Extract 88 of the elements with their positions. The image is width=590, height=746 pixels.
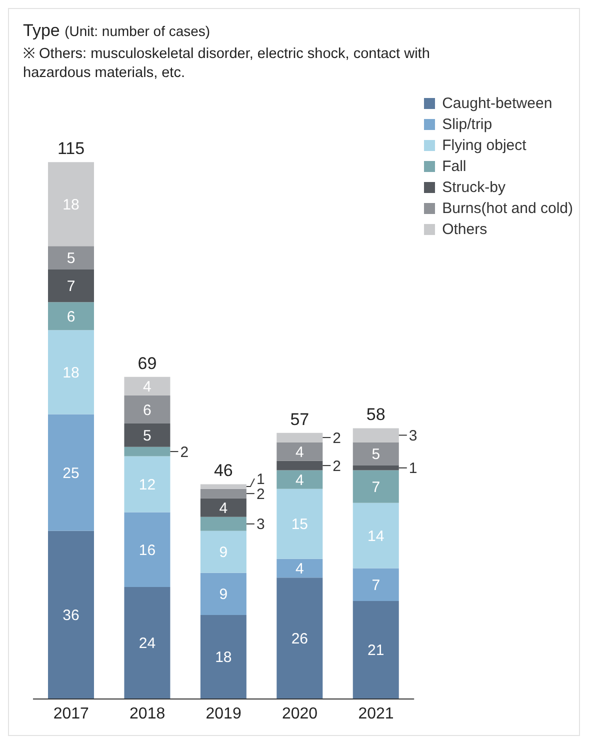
bar	[200, 572, 246, 615]
legend-label: Fall	[442, 158, 466, 175]
data-label: 15	[291, 516, 308, 534]
bar	[124, 456, 170, 512]
legend-label: Burns(hot and cold)	[442, 200, 573, 217]
x-tick-label: 2020	[282, 705, 318, 722]
data-label: 24	[138, 635, 156, 652]
total-label: 69	[138, 354, 157, 373]
data-label: 9	[219, 544, 228, 562]
total-label: 58	[366, 405, 386, 424]
data-label: 4	[295, 560, 304, 578]
data-label: 16	[138, 542, 156, 559]
text: ※ Others: musculoskeletal disorder, electric shock, contact with hazardous materials, etc.	[23, 45, 431, 83]
data-label: 2	[256, 486, 265, 503]
bar	[200, 530, 246, 573]
bar	[352, 466, 399, 470]
bar	[352, 470, 399, 503]
data-label: 5	[66, 250, 76, 268]
data-label: 12	[138, 476, 156, 494]
x-tick-label: 2021	[358, 705, 394, 722]
data-label: 26	[291, 630, 308, 648]
x-tick-label: 2017	[53, 705, 90, 722]
bar	[124, 424, 170, 447]
bar	[200, 488, 246, 498]
bar	[276, 442, 323, 461]
data-label: 3	[408, 427, 418, 444]
data-label: 6	[66, 308, 76, 326]
data-label: 9	[219, 586, 228, 604]
bar	[276, 578, 323, 699]
bar	[276, 460, 323, 470]
data-label: 3	[256, 516, 265, 534]
x-tick-label: 2019	[206, 705, 242, 722]
bar	[352, 502, 399, 568]
bar	[48, 269, 94, 302]
data-label: 6	[143, 402, 152, 419]
chart-subtitle: (Unit: number of cases)	[64, 23, 210, 39]
x-tick-label: 2018	[130, 705, 166, 722]
bar	[124, 512, 170, 587]
bar	[200, 498, 246, 517]
data-label: 4	[295, 444, 304, 461]
bar	[200, 484, 246, 489]
bar	[48, 530, 94, 699]
bar	[48, 246, 94, 270]
legend-label: Struck-by	[442, 179, 506, 196]
bar	[276, 470, 323, 489]
bar	[352, 568, 399, 601]
total-label: 57	[290, 410, 310, 429]
legend-label: Others	[442, 221, 488, 238]
data-label: 1	[408, 460, 418, 478]
bar	[48, 414, 94, 531]
bar	[352, 428, 399, 442]
data-label: 4	[295, 472, 304, 489]
bar	[352, 600, 399, 699]
bar	[124, 586, 170, 699]
legend-label: Slip/trip	[442, 116, 492, 133]
data-label: 2	[332, 430, 341, 447]
data-label: 18	[62, 364, 80, 382]
bar	[124, 376, 170, 396]
bar	[124, 446, 170, 456]
data-label: 5	[143, 427, 152, 444]
data-label: 2	[332, 458, 341, 475]
bar	[276, 488, 323, 559]
bar	[48, 302, 94, 330]
legend-label: Flying object	[442, 137, 526, 154]
data-label: 2	[180, 444, 189, 461]
data-label: 36	[62, 607, 80, 624]
data-label: 1	[256, 470, 265, 488]
bar	[276, 432, 323, 442]
chart-title: Type	[23, 21, 60, 40]
bar	[200, 516, 246, 531]
data-label: 7	[66, 278, 76, 296]
data-label: 5	[372, 446, 380, 464]
bar	[48, 162, 94, 246]
data-label: 21	[368, 642, 384, 660]
data-label: 4	[219, 500, 228, 517]
data-label: 7	[372, 478, 380, 496]
bar	[48, 330, 94, 414]
bar	[200, 614, 246, 699]
total-label: 46	[214, 461, 233, 480]
data-label: 25	[62, 464, 80, 482]
legend-label: Caught-between	[442, 95, 552, 112]
data-label: 14	[368, 528, 384, 545]
total-label: 115	[57, 139, 85, 158]
data-label: 18	[215, 649, 232, 666]
data-label: 7	[372, 576, 380, 594]
bar	[276, 558, 323, 578]
bar	[124, 396, 170, 424]
bar	[352, 442, 399, 466]
